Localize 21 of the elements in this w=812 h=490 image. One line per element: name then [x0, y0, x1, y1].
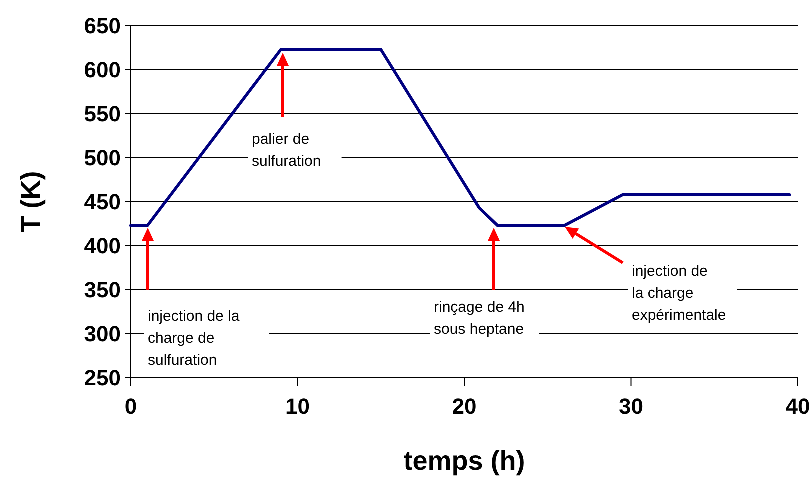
x-tick-label: 40 [786, 394, 810, 419]
y-tick-label: 400 [84, 234, 121, 259]
annotation: injection de la charge de sulfuration [148, 308, 240, 369]
x-tick-label: 10 [286, 394, 310, 419]
x-axis-title: temps (h) [404, 446, 526, 476]
x-tick-label: 30 [619, 394, 644, 419]
y-tick-label: 550 [84, 102, 121, 127]
annotation: injection de la charge expérimentale [632, 263, 726, 324]
y-tick-label: 500 [84, 146, 121, 171]
y-tick-label: 300 [84, 322, 121, 347]
y-tick-label: 450 [84, 190, 121, 215]
y-tick-label: 250 [84, 366, 121, 391]
y-tick-label: 350 [84, 278, 121, 303]
annotation: rinçage de 4h sous heptane [434, 299, 525, 338]
y-tick-label: 650 [84, 14, 121, 39]
y-axis-title: T (K) [16, 171, 46, 233]
annotation: palier de sulfuration [252, 131, 322, 170]
x-tick-label: 0 [124, 394, 138, 419]
y-tick-label: 600 [84, 58, 121, 83]
line-series [130, 48, 792, 228]
x-tick-label: 20 [452, 394, 477, 419]
